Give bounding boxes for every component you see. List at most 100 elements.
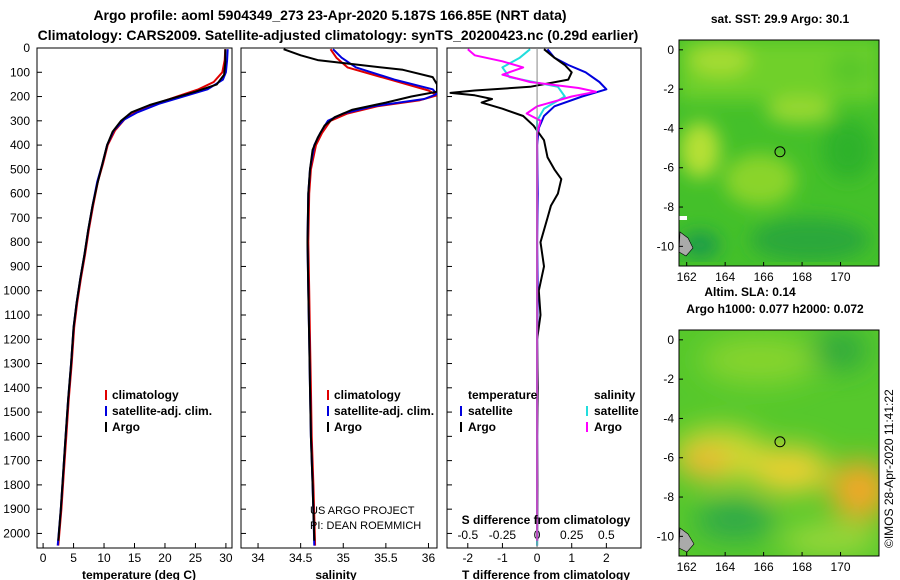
sla-blob xyxy=(812,330,868,370)
depth-axis: 0 100 200 300 400 500 600 700 800 900 1000 1100 1200… xyxy=(3,41,42,540)
argo-position-marker xyxy=(774,146,786,158)
sst-map-title: sat. SST: 29.9 Argo: 30.1 xyxy=(711,12,850,26)
depth-tick-label: 1900 xyxy=(3,502,30,516)
depth-tick-label: 700 xyxy=(10,211,30,225)
x-tick-label: 34.5 xyxy=(289,551,313,565)
argo-position-marker xyxy=(774,436,786,448)
header-title-line1: Argo profile: aoml 5904349_273 23-Apr-20… xyxy=(93,7,566,23)
sla-blob xyxy=(830,460,879,520)
sla-blob xyxy=(750,446,830,494)
sla-map-frame xyxy=(678,329,880,557)
difference-panel: -2 -1 0 1 2 -0.5 -0.25 0 0.25 0.5 T difference f… xyxy=(446,47,642,580)
legend-title-salinity: salinity xyxy=(594,388,636,402)
legend-label-s-satellite: satellite xyxy=(594,404,639,418)
s-tick-label: 0.5 xyxy=(598,528,615,542)
difference-panel-frame xyxy=(446,47,642,549)
map-y-tick-label: -4 xyxy=(663,121,674,135)
sst-blob xyxy=(680,122,720,178)
sla-field xyxy=(679,330,879,556)
x-tick-label: 1 xyxy=(568,551,575,565)
temperature-panel-frame xyxy=(36,47,233,549)
s-difference-scale: -0.5-0.2500.250.5 xyxy=(457,528,615,542)
x-tick-label: 30 xyxy=(219,551,233,565)
map-x-tick-label: 164 xyxy=(715,560,735,574)
map-y-tick-label: -8 xyxy=(663,200,674,214)
sla-blob xyxy=(681,448,729,476)
sst-blob xyxy=(690,44,750,76)
sst-blob xyxy=(828,52,872,88)
imos-timestamp: ©IMOS 28-Apr-2020 11:41:22 xyxy=(882,389,896,548)
x-tick-label: 35 xyxy=(337,551,351,565)
temperature-lines xyxy=(56,49,229,546)
sst-map-frame xyxy=(678,39,880,267)
depth-tick-label: 900 xyxy=(10,259,30,273)
land-mask xyxy=(679,216,687,220)
map-y-tick-label: -8 xyxy=(663,490,674,504)
legend-title-temperature: temperature xyxy=(468,388,538,402)
sla-blob xyxy=(695,500,775,540)
x-tick-label: 0 xyxy=(40,551,47,565)
sst-blobs xyxy=(679,40,879,262)
sla-blob xyxy=(700,336,820,384)
depth-tick-label: 1000 xyxy=(3,284,30,298)
depth-tick-label: 2000 xyxy=(3,526,30,540)
map-y-tick-label: 0 xyxy=(667,333,674,347)
legend-label-t-argo: Argo xyxy=(468,420,496,434)
legend-label-satellite: satellite-adj. clim. xyxy=(334,404,434,418)
sst-blob xyxy=(822,120,874,180)
depth-tick-label: 400 xyxy=(10,138,30,152)
depth-tick-label: 1400 xyxy=(3,381,30,395)
sst-blob xyxy=(680,231,720,259)
salinity-x-axis: 34 34.5 35 35.5 36 xyxy=(241,47,435,565)
map-x-tick-label: 166 xyxy=(754,270,774,284)
temperature-x-axis: 0 5 10 15 20 25 30 xyxy=(40,543,233,565)
salinity-panel-frame xyxy=(240,47,438,549)
legend-label-s-argo: Argo xyxy=(594,420,622,434)
sla-blob xyxy=(780,524,879,556)
depth-tick-label: 1800 xyxy=(3,478,30,492)
sst-map: sat. SST: 29.9 Argo: 30.1 162 164 166 168 17… xyxy=(657,12,880,284)
credit-project: US ARGO PROJECT xyxy=(310,505,415,517)
x-tick-label: 0 xyxy=(534,551,541,565)
series-line-t-argo xyxy=(449,48,573,541)
sla-map-subtitle: Argo h1000: 0.077 h2000: 0.072 xyxy=(686,302,864,316)
s-tick-label: -0.5 xyxy=(457,528,478,542)
legend-label-t-satellite: satellite xyxy=(468,404,513,418)
x-tick-label: -2 xyxy=(462,551,473,565)
x-tick-label: 25 xyxy=(189,551,203,565)
map-x-tick-label: 168 xyxy=(792,270,812,284)
temperature-xlabel: temperature (deg C) xyxy=(82,568,196,580)
x-tick-label: 10 xyxy=(97,551,111,565)
t-difference-x-axis: -2 -1 0 1 2 xyxy=(447,47,610,565)
depth-tick-label: 1700 xyxy=(3,454,30,468)
temperature-legend: climatology satellite-adj. clim. Argo xyxy=(105,388,212,434)
map-x-tick-label: 168 xyxy=(792,560,812,574)
map-y-tick-label: -2 xyxy=(663,372,674,386)
map-x-tick-label: 162 xyxy=(677,270,697,284)
map-y-tick-label: -10 xyxy=(657,239,675,253)
x-tick-label: 34 xyxy=(251,551,265,565)
depth-tick-label: 200 xyxy=(10,90,30,104)
map-y-tick-label: -10 xyxy=(657,529,675,543)
depth-tick-label: 1300 xyxy=(3,357,30,371)
s-difference-label: S difference from climatology xyxy=(462,513,631,527)
map-x-tick-label: 166 xyxy=(754,560,774,574)
depth-tick-label: 600 xyxy=(10,187,30,201)
s-tick-label: -0.25 xyxy=(489,528,517,542)
difference-legend: temperature salinity satellite Argo sate… xyxy=(460,388,639,434)
x-tick-label: 20 xyxy=(158,551,172,565)
difference-xlabel: T difference from climatology xyxy=(462,568,630,580)
salinity-lines xyxy=(283,48,437,546)
difference-lines xyxy=(449,48,608,548)
temperature-panel: 0100200300400500600700800900100011001200… xyxy=(3,41,233,580)
legend-label-satellite: satellite-adj. clim. xyxy=(112,404,212,418)
map-y-tick-label: 0 xyxy=(667,43,674,57)
x-tick-label: 35.5 xyxy=(374,551,398,565)
sst-map-axes: 162 164 166 168 170 0 -2 -4 -6 -8 -10 xyxy=(657,43,851,284)
map-y-tick-label: -2 xyxy=(663,82,674,96)
x-tick-label: 5 xyxy=(70,551,77,565)
depth-tick-label: 1600 xyxy=(3,429,30,443)
s-tick-label: 0.25 xyxy=(560,528,584,542)
depth-tick-label: 800 xyxy=(10,235,30,249)
